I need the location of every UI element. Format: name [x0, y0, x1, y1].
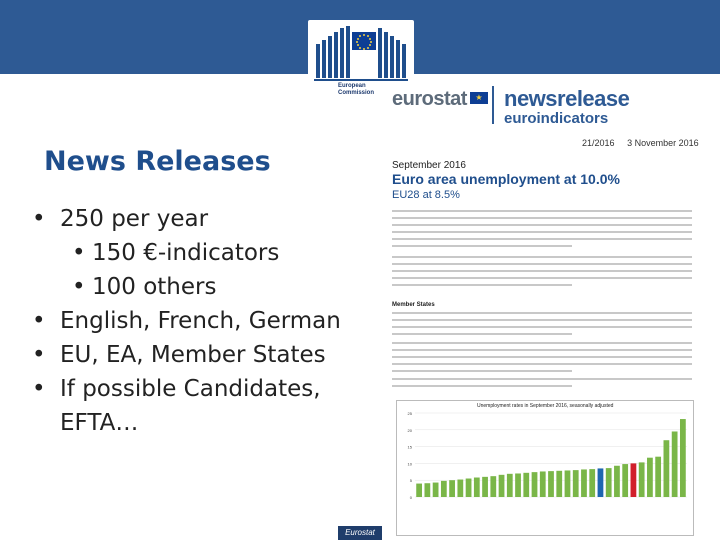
chart-bar	[539, 471, 546, 497]
chart-bar	[622, 464, 629, 497]
chart-bar	[605, 468, 612, 497]
chart-bar	[630, 463, 637, 497]
chart-bar	[548, 471, 554, 497]
bullet-list: 250 per year 150 €-indicators 100 others…	[28, 202, 341, 440]
release-date: 3 November 2016	[627, 138, 699, 148]
bullet-continuation: EFTA…	[60, 410, 139, 436]
chart-bar	[572, 470, 579, 497]
unemployment-chart: Unemployment rates in September 2016, se…	[396, 400, 694, 536]
bullet-item: If possible Candidates,	[28, 372, 341, 406]
chart-bar	[647, 457, 653, 497]
newsrelease-wordmark: newsrelease	[504, 86, 630, 111]
y-tick-label: 25	[408, 411, 413, 416]
y-tick-label: 15	[408, 445, 413, 450]
chart-bar	[655, 456, 662, 497]
doc-dates: 21/2016 3 November 2016	[582, 138, 699, 148]
chart-bar	[482, 476, 488, 497]
y-tick-label: 5	[410, 478, 413, 483]
ec-wordmark: European Commission	[338, 83, 375, 96]
chart-bar	[473, 477, 480, 497]
chart-bar	[498, 474, 505, 497]
doc-section-heading: Member States	[392, 302, 435, 308]
chart-bar	[424, 483, 431, 497]
chart-bar	[556, 470, 563, 497]
chart-bar	[663, 440, 670, 497]
doc-month: September 2016	[392, 160, 466, 171]
chart-bar	[457, 479, 464, 497]
sub-bullet-item: 100 others	[28, 270, 341, 304]
body-paragraph	[392, 256, 692, 291]
news-release-document: 21/2016 3 November 2016 September 2016 E…	[372, 134, 699, 540]
eu-flag-icon: ★	[470, 92, 488, 104]
chart-bar	[416, 483, 423, 497]
chart-plot: 0 5 10 15 20 25	[408, 411, 687, 500]
footer-tag: Eurostat	[338, 526, 382, 540]
chart-bar	[515, 473, 521, 497]
y-tick-label: 10	[408, 461, 413, 466]
eurostat-wordmark: eurostat	[392, 88, 467, 110]
y-tick-label: 20	[408, 428, 413, 433]
chart-bar	[449, 480, 455, 497]
release-number: 21/2016	[582, 138, 615, 148]
chart-bar	[465, 478, 472, 497]
euroindicators-wordmark: euroindicators	[504, 110, 609, 127]
body-paragraph	[392, 378, 692, 392]
chart-bar	[597, 468, 604, 497]
chart-bar	[432, 482, 439, 497]
chart-bar	[506, 473, 513, 497]
chart-bar	[523, 472, 530, 497]
body-paragraph	[392, 312, 692, 340]
chart-bar	[614, 465, 620, 497]
chart-bar	[564, 470, 571, 497]
chart-bar	[679, 419, 686, 497]
chart-title: Unemployment rates in September 2016, se…	[477, 403, 614, 409]
chart-bar	[490, 476, 497, 497]
y-tick-label: 0	[410, 495, 413, 500]
european-commission-logo: European Commission	[308, 20, 414, 120]
header-divider	[492, 86, 494, 124]
bullet-item: 250 per year	[28, 202, 341, 236]
bullet-item: EU, EA, Member States	[28, 338, 341, 372]
chart-bar	[531, 472, 538, 497]
chart-bar	[671, 431, 678, 497]
chart-bar	[589, 469, 596, 497]
bullet-item: English, French, German	[28, 304, 341, 338]
chart-bar	[638, 462, 645, 497]
doc-subheadline: EU28 at 8.5%	[392, 189, 460, 201]
chart-bar	[581, 469, 587, 497]
sub-bullet-item: 150 €-indicators	[28, 236, 341, 270]
body-paragraph	[392, 210, 692, 252]
chart-bar	[440, 480, 447, 497]
building-icon	[314, 26, 408, 81]
body-paragraph	[392, 342, 692, 377]
doc-headline: Euro area unemployment at 10.0%	[392, 171, 620, 187]
slide-title: News Releases	[44, 146, 271, 177]
